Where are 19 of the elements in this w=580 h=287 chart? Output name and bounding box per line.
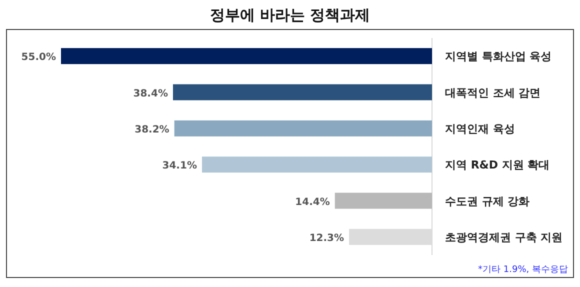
y-tick-label: 지역별 특화산업 육성 xyxy=(444,50,552,64)
y-tick-label: 지역인재 육성 xyxy=(444,122,515,136)
text: *기타 1.9%, 복수응답 xyxy=(478,265,568,275)
data-label: 34.1% xyxy=(162,160,197,172)
bar xyxy=(61,48,432,64)
bar xyxy=(172,84,432,100)
y-tick-label: 초광역경제권 구축 지원 xyxy=(445,230,563,244)
y-tick-label: 수도권 규제 강화 xyxy=(445,194,530,208)
bar xyxy=(202,156,432,173)
y-tick-label: 대폭적인 조세 감면 xyxy=(445,86,541,100)
bar xyxy=(174,120,432,136)
data-label: 38.2% xyxy=(134,124,170,136)
data-label: 55.0% xyxy=(21,52,56,64)
data-label: 14.4% xyxy=(295,196,330,208)
bar xyxy=(334,192,432,209)
y-tick-label: 지역 R&D 지원 확대 xyxy=(444,158,550,172)
chart-title: 정부에 바라는 정책과제 xyxy=(210,6,370,24)
data-label: 38.4% xyxy=(133,88,168,100)
data-label: 12.3% xyxy=(309,232,344,244)
